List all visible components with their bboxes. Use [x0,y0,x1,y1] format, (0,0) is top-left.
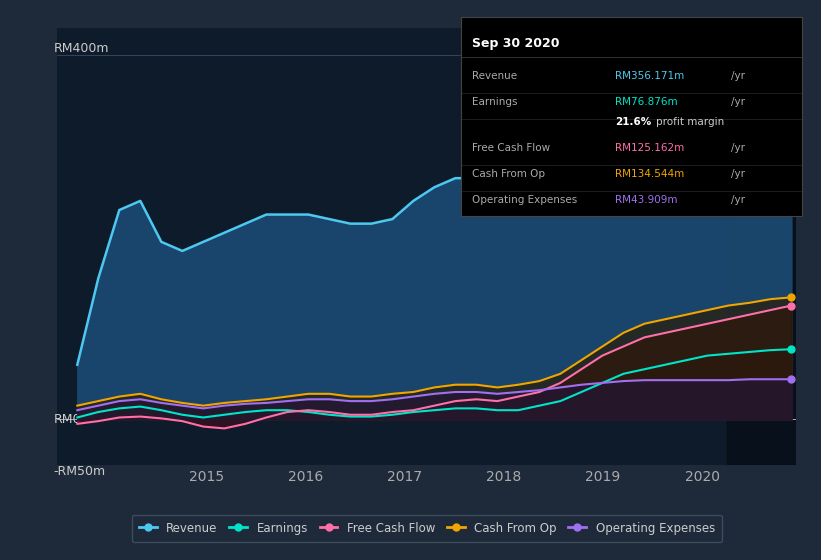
Text: RM400m: RM400m [54,43,109,55]
Bar [727,28,796,465]
Text: profit margin: profit margin [656,117,724,127]
Text: /yr: /yr [731,72,745,81]
Text: Revenue: Revenue [471,72,516,81]
Text: RM356.171m: RM356.171m [615,72,684,81]
Text: RM125.162m: RM125.162m [615,143,684,153]
Legend: Revenue, Earnings, Free Cash Flow, Cash From Op, Operating Expenses: Revenue, Earnings, Free Cash Flow, Cash … [132,515,722,542]
Text: RM0: RM0 [54,413,81,426]
Text: /yr: /yr [731,97,745,108]
Text: RM76.876m: RM76.876m [615,97,677,108]
Text: /yr: /yr [731,143,745,153]
Text: /yr: /yr [731,169,745,179]
Text: 21.6%: 21.6% [615,117,651,127]
Text: Free Cash Flow: Free Cash Flow [471,143,550,153]
Text: Earnings: Earnings [471,97,517,108]
Text: RM43.909m: RM43.909m [615,195,677,205]
Text: -RM50m: -RM50m [54,465,106,478]
Text: Operating Expenses: Operating Expenses [471,195,577,205]
Text: /yr: /yr [731,195,745,205]
Text: Sep 30 2020: Sep 30 2020 [471,37,559,50]
Text: Cash From Op: Cash From Op [471,169,544,179]
Text: RM134.544m: RM134.544m [615,169,684,179]
